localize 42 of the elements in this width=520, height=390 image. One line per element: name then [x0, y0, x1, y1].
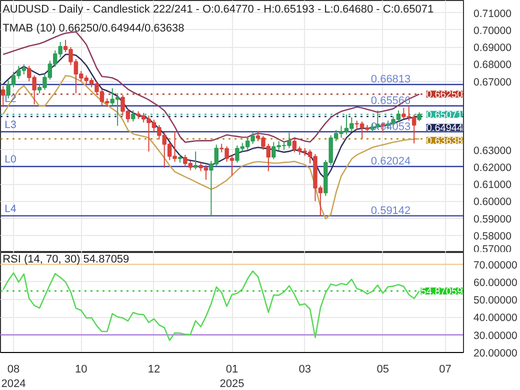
- y-tick-label: 50.00000: [474, 294, 518, 307]
- y-tick-label: 0.60000: [474, 196, 512, 208]
- x-tick-label: 08 2024: [1, 364, 26, 390]
- y-tick-label: 0.59000: [474, 213, 512, 226]
- y-tick-label: 20.00000: [474, 348, 518, 360]
- annotation: L3: [4, 118, 16, 131]
- y-tick-label: 0.58000: [474, 230, 512, 242]
- y-tick-label: 30.00000: [474, 330, 518, 342]
- x-tick-label: 07: [439, 364, 452, 376]
- chart-title: AUDUSD - Daily - Candlestick 222/241 - O:0.64770 - H:0.65193 - L:0.64680 - C:0.65071: [2, 4, 434, 16]
- x-tick-label: 12: [148, 364, 160, 376]
- line-series: [2, 75, 420, 220]
- annotation: L4: [4, 202, 16, 215]
- y-tick-label: 0.63000: [474, 144, 512, 157]
- x-tick-label: 10: [75, 364, 88, 376]
- annotation: L0: [4, 153, 16, 166]
- candlestick: [193, 150, 198, 170]
- ref-line-label: 0.66813: [370, 74, 411, 86]
- candlestick: [131, 110, 136, 122]
- y-tick-label: 0.68000: [474, 59, 512, 72]
- ref-line-label: 0.65071: [426, 110, 463, 121]
- y-tick-label: 0.62000: [474, 162, 512, 174]
- y-tick-label: 0.71000: [474, 8, 512, 20]
- y-tick-label: 60.00000: [474, 276, 518, 289]
- annotation: TMAB (10) 0.66250/0.64944/0.63638: [2, 22, 184, 34]
- y-tick-label: 0.69000: [474, 42, 512, 54]
- y-tick-label: 0.61000: [474, 179, 512, 192]
- x-tick-label: 03: [298, 364, 311, 376]
- y-tick-label: 40.00000: [474, 312, 518, 324]
- chart-title: RSI (14, 70, 30) 54.87059: [2, 254, 130, 266]
- line-series: [2, 270, 420, 341]
- y-tick-label: 0.67000: [474, 76, 512, 88]
- ref-line-label: 0.63638: [426, 136, 463, 147]
- y-tick-label: 70.00000: [474, 259, 518, 272]
- y-tick-label: 0.70000: [474, 24, 512, 37]
- ref-line-label: 0.59142: [370, 204, 411, 217]
- ref-line-label: 0.64944: [426, 122, 463, 134]
- candlestick: [0, 86, 6, 108]
- x-tick-label: 05: [376, 364, 389, 376]
- ref-line-label: 0.62024: [370, 155, 411, 168]
- ref-line-label: 54.87059: [420, 286, 463, 298]
- x-tick-label: 01 2025: [220, 364, 244, 390]
